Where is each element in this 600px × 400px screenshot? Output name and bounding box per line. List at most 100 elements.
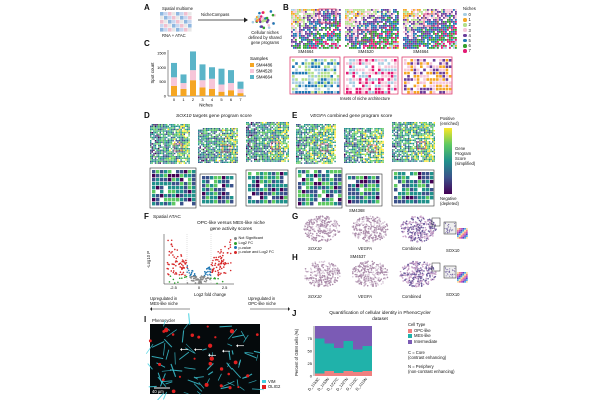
panel-label-i: I (144, 315, 147, 324)
volcano-point (190, 279, 193, 282)
volcano-point (191, 269, 193, 272)
c-legend-swatch (250, 75, 254, 79)
panel-label-g: G (292, 212, 299, 221)
olig2-nucleus (171, 333, 175, 336)
volcano-point (219, 252, 221, 254)
volcano-point (199, 276, 201, 279)
vim-filament (165, 349, 170, 360)
panel-e-title: VEGFA combined gene program score (310, 114, 393, 119)
volcano-point (170, 243, 173, 245)
inset-grid-3 (401, 56, 453, 95)
niche-legend-item: 1 (463, 17, 471, 22)
olig2-nucleus (229, 329, 235, 334)
volcano-legend-item: p-value (234, 246, 274, 251)
vim-filament (231, 350, 234, 355)
c-bar-SM4664 (218, 68, 225, 85)
volcano-point (217, 250, 219, 253)
he-sections-h (304, 260, 441, 288)
vim-filament (169, 369, 183, 372)
olig2-nucleus (204, 382, 209, 387)
panel-label-d: D (144, 111, 150, 120)
volcano-point (168, 254, 170, 256)
panel-j-title: Quantification of cellular identity in P… (329, 311, 431, 322)
scalebar-label: 40 µm (152, 389, 164, 394)
volcano-point (175, 271, 177, 274)
cell-type-legend-item: OPC-like (408, 328, 437, 333)
niche-legend-item: 4 (463, 33, 471, 38)
vim-filament (166, 329, 177, 338)
volcano-point (214, 270, 217, 273)
c-xtick: 3 (201, 97, 204, 102)
volcano-point (218, 263, 220, 265)
vim-filament (185, 343, 196, 354)
phenocycler-image (145, 313, 264, 400)
olig2-nucleus (207, 343, 213, 348)
volcano-point (171, 245, 174, 248)
volcano-legend-swatch (234, 236, 237, 240)
vim-filament (228, 350, 231, 360)
vim-filament (147, 363, 153, 370)
panel-label-h: H (292, 253, 298, 262)
cell-type-swatch (408, 328, 412, 333)
olig2-nucleus (171, 389, 176, 394)
volcano-point (199, 278, 202, 281)
c-xtick: 1 (182, 97, 185, 102)
c-ytick: 0 (164, 94, 167, 99)
volcano-point (171, 250, 173, 253)
volcano-xlabel: Log2 fold change (194, 292, 227, 297)
volcano-point (188, 272, 191, 274)
arrow-head (194, 348, 196, 352)
volcano-point (211, 264, 214, 267)
c-bar-SM4664 (180, 74, 187, 84)
volcano-point (229, 246, 232, 248)
volcano-point (205, 279, 208, 282)
volcano-point (211, 262, 214, 264)
olig2-nucleus (246, 374, 250, 378)
niche-legend-item: 2 (463, 22, 471, 27)
niches-legend-title: Niches (463, 6, 476, 11)
volcano-point (193, 272, 196, 275)
volcano-point (167, 273, 169, 275)
tissue-section-sm4520 (345, 9, 399, 49)
volcano-point (209, 271, 212, 274)
volcano-point (190, 271, 193, 274)
volcano-point (187, 269, 190, 272)
volcano-point (203, 276, 206, 278)
vim-filament (188, 313, 191, 325)
j-bar-MES-like (334, 348, 344, 373)
volcano-point (190, 275, 193, 278)
niche-swatch (463, 49, 467, 53)
c-xtick: 7 (239, 97, 242, 102)
j-bar-MES-like (324, 343, 334, 371)
volcano-point (172, 270, 175, 272)
vim-filament (145, 343, 154, 354)
section-roi-box (431, 262, 441, 272)
volcano-point (215, 258, 218, 261)
j-bar-Intermediate (324, 326, 334, 344)
volcano-point (207, 270, 209, 273)
volcano-legend-swatch (234, 246, 237, 250)
vim-filament (217, 373, 222, 381)
volcano-point (173, 263, 175, 266)
volcano-point (174, 273, 176, 275)
vim-filament (231, 367, 242, 379)
j-bar-Intermediate (315, 326, 325, 339)
volcano-point (192, 277, 195, 280)
upregulated-opc-label: Upregulated in OPC-like niche (248, 296, 276, 306)
olig2-nucleus (162, 329, 166, 333)
c-legend-label: SM4520 (256, 69, 273, 74)
c-xlabel: Niches (199, 103, 213, 108)
olig2-nucleus (209, 356, 214, 361)
colorbar-positive-label: Positive (enriched) (440, 116, 459, 126)
volcano-legend-item: p-value and Log2 FC (234, 250, 274, 255)
volcano-point (186, 266, 188, 269)
cell-type-swatch (408, 334, 412, 339)
vim-filament (185, 347, 196, 354)
olig2-nucleus (255, 333, 259, 336)
volcano-point (183, 261, 185, 263)
h-colormap-label: SOX10 (446, 292, 460, 297)
volcano-point (181, 273, 184, 275)
cell-type-swatch (408, 339, 412, 344)
volcano-point (171, 263, 173, 265)
